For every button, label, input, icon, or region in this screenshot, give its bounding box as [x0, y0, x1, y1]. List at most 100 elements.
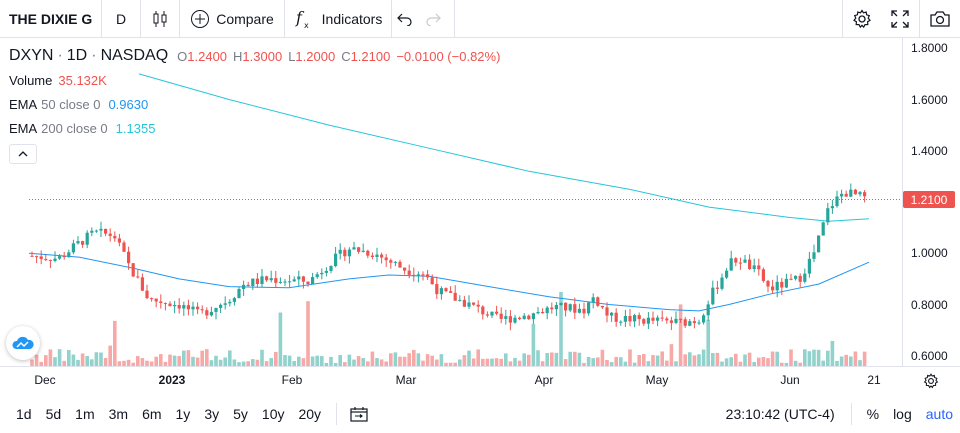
settings-button[interactable] — [843, 0, 881, 38]
tradingview-logo[interactable] — [6, 326, 40, 360]
volume-bar — [343, 362, 347, 366]
candle-body — [702, 315, 706, 323]
volume-bar — [108, 345, 112, 366]
volume-bar — [481, 358, 485, 366]
volume-bar — [297, 356, 301, 366]
gear-icon — [853, 8, 871, 28]
candle-body — [269, 278, 273, 281]
volume-bar — [568, 351, 572, 366]
candle-body — [384, 257, 388, 261]
volume-bar — [278, 312, 283, 366]
chart-type-button[interactable] — [141, 0, 179, 38]
volume-bar — [448, 362, 453, 366]
fullscreen-button[interactable] — [881, 0, 919, 38]
candle-body — [444, 288, 448, 292]
volume-bar — [264, 361, 269, 366]
volume-bar — [287, 355, 292, 366]
candle-body — [154, 298, 158, 302]
volume-bar — [237, 362, 241, 366]
time-axis-settings-button[interactable] — [918, 371, 944, 391]
volume-bar — [439, 354, 444, 366]
volume-bar — [853, 351, 858, 366]
legend-ema200-row[interactable]: EMA 200 close 0 1.1355 — [9, 116, 500, 140]
volume-bar — [117, 361, 122, 366]
time-axis[interactable]: Dec 2023 Feb Mar Apr May Jun 21 — [0, 366, 960, 394]
volume-bar — [743, 354, 747, 366]
candle-body — [421, 274, 425, 276]
volume-bars — [30, 291, 867, 366]
go-to-date-button[interactable] — [345, 394, 373, 433]
auto-scale-toggle[interactable]: auto — [925, 405, 953, 422]
percent-scale-toggle[interactable]: % — [866, 405, 880, 422]
volume-bar — [283, 355, 287, 366]
volume-bar — [559, 291, 563, 366]
volume-bar — [816, 349, 821, 366]
volume-bar — [807, 351, 812, 366]
candle-body — [692, 321, 696, 324]
time-tick-label: May — [645, 373, 669, 387]
interval-button[interactable]: D — [102, 0, 140, 38]
candle-body — [71, 243, 75, 253]
candle-body — [821, 222, 825, 236]
candle-body — [370, 255, 374, 258]
volume-bar — [784, 362, 789, 366]
volume-bar — [697, 354, 701, 366]
candle-body — [508, 316, 512, 323]
candle-body — [329, 266, 333, 271]
candle-body — [430, 277, 434, 285]
volume-bar — [563, 359, 568, 366]
calendar-range-icon — [350, 406, 368, 422]
volume-bar — [614, 356, 618, 366]
volume-bar — [122, 360, 126, 366]
range-20y-button[interactable]: 20y — [298, 405, 322, 422]
volume-bar — [665, 360, 669, 366]
candle-body — [619, 321, 623, 323]
candle-body — [766, 280, 770, 287]
log-scale-toggle[interactable]: log — [893, 405, 912, 422]
candle-body — [352, 247, 356, 250]
range-5d-button[interactable]: 5d — [45, 405, 62, 422]
candle-body — [531, 313, 535, 320]
compare-button[interactable]: Compare — [180, 0, 284, 38]
legend-collapse-button[interactable] — [9, 144, 37, 164]
volume-bar — [646, 361, 651, 366]
range-6m-button[interactable]: 6m — [142, 405, 162, 422]
range-3m-button[interactable]: 3m — [108, 405, 129, 422]
volume-bar — [131, 362, 135, 366]
volume-bar — [609, 362, 614, 366]
range-1m-button[interactable]: 1m — [75, 405, 95, 422]
range-5y-button[interactable]: 5y — [233, 405, 248, 422]
price-tick-label: 1.6000 — [911, 92, 948, 107]
volume-bar — [444, 362, 448, 366]
candle-body — [48, 259, 52, 261]
volume-bar — [747, 352, 752, 366]
undo-button[interactable] — [392, 0, 418, 38]
legend-volume-row[interactable]: Volume 35.132K — [9, 68, 500, 92]
legend-ema50-row[interactable]: EMA 50 close 0 0.9630 — [9, 92, 500, 116]
range-10y-button[interactable]: 10y — [261, 405, 285, 422]
volume-bar — [655, 355, 660, 366]
candle-body — [757, 265, 761, 270]
chart-pane[interactable] — [0, 38, 960, 366]
volume-bar — [85, 356, 89, 366]
candle-body — [320, 272, 324, 275]
candle-body — [439, 288, 443, 295]
low-label: L — [288, 48, 296, 64]
candle-body — [237, 289, 241, 299]
screenshot-button[interactable] — [920, 0, 960, 38]
candle-body — [255, 278, 259, 285]
clock-time[interactable]: 23:10:42 (UTC-4) — [725, 405, 835, 422]
volume-bar — [849, 356, 853, 366]
range-3y-button[interactable]: 3y — [204, 405, 220, 422]
symbol-search-button[interactable]: THE DIXIE G — [0, 0, 101, 38]
volume-bar — [476, 349, 480, 366]
candle-body — [858, 192, 862, 195]
volume-bar — [260, 349, 264, 366]
candle-body — [720, 277, 724, 289]
redo-button[interactable] — [418, 0, 448, 38]
indicators-label: Indicators — [321, 10, 383, 27]
range-1y-button[interactable]: 1y — [175, 405, 191, 422]
range-1d-button[interactable]: 1d — [16, 405, 32, 422]
candle-body — [274, 278, 278, 283]
